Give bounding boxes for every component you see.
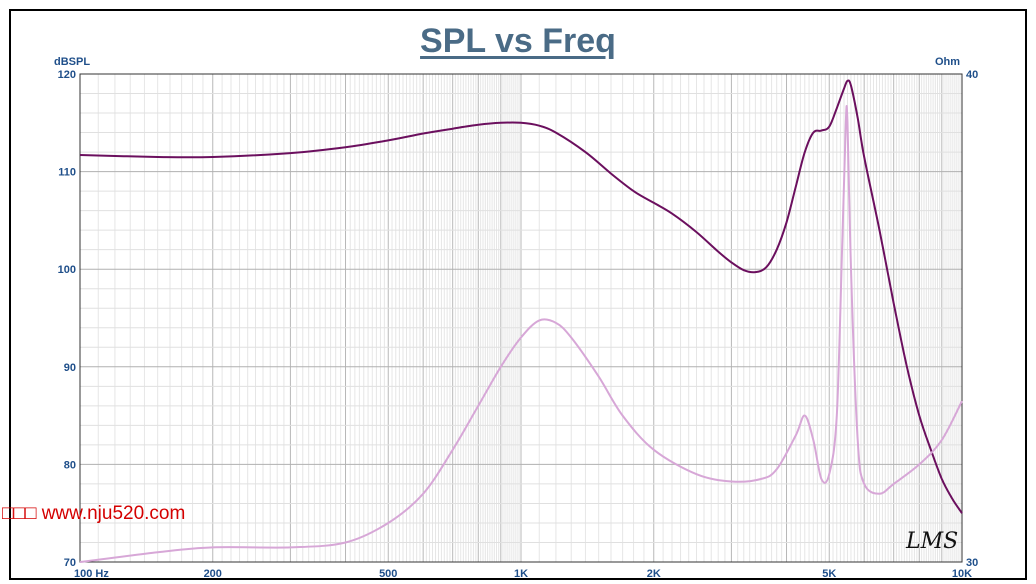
impedance-series-line — [79, 105, 963, 563]
y-left-tick-label: 100 — [58, 264, 76, 276]
x-tick-label: 1K — [514, 568, 528, 580]
x-tick-label: 200 — [204, 568, 222, 580]
x-tick-label: 100 Hz — [74, 568, 109, 580]
y-left-tick-label: 120 — [58, 69, 76, 81]
watermark-text: □□□ www.nju520.com — [2, 503, 186, 524]
chart-title: SPL vs Freq — [420, 22, 616, 60]
y-left-axis-label: dBSPL — [54, 56, 91, 68]
y-left-tick-label: 90 — [64, 362, 76, 374]
y-right-tick-label: 30 — [966, 557, 978, 569]
x-tick-label: 2K — [647, 568, 661, 580]
y-right-axis-label: Ohm — [935, 56, 961, 68]
y-left-tick-label: 80 — [64, 459, 76, 471]
y-left-tick-label: 70 — [64, 557, 76, 569]
y-right-tick-label: 40 — [966, 69, 978, 81]
y-left-tick-label: 110 — [58, 167, 76, 179]
x-tick-label: 10K — [952, 568, 972, 580]
spl-series-line — [79, 79, 963, 514]
x-tick-label: 5K — [822, 568, 836, 580]
plot-border — [79, 73, 963, 563]
lms-signature: LMS — [906, 529, 959, 554]
x-tick-label: 500 — [379, 568, 397, 580]
